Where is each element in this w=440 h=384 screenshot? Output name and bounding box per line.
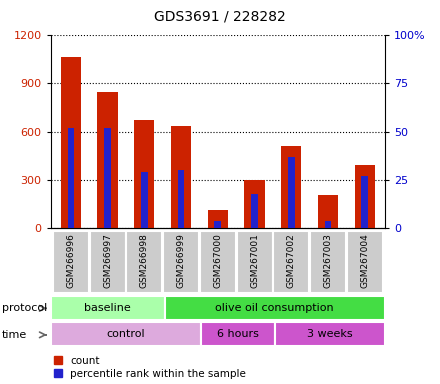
Text: GSM267002: GSM267002 [287,233,296,288]
FancyBboxPatch shape [201,323,275,346]
Text: olive oil consumption: olive oil consumption [216,303,334,313]
Text: time: time [2,330,27,340]
FancyBboxPatch shape [51,296,165,319]
Text: GSM267004: GSM267004 [360,233,369,288]
FancyBboxPatch shape [53,231,89,293]
Bar [141,172,147,228]
Bar [214,221,221,228]
Bar [251,194,258,228]
Bar [178,170,184,228]
Text: 3 weeks: 3 weeks [307,329,353,339]
FancyBboxPatch shape [51,323,201,346]
FancyBboxPatch shape [310,231,346,293]
Text: GSM267001: GSM267001 [250,233,259,288]
Bar [245,180,264,228]
Text: baseline: baseline [84,303,131,313]
Bar [171,126,191,228]
Text: GSM267003: GSM267003 [323,233,333,288]
FancyBboxPatch shape [90,231,125,293]
Text: GDS3691 / 228282: GDS3691 / 228282 [154,10,286,23]
FancyBboxPatch shape [126,231,162,293]
Bar [281,146,301,228]
Text: 6 hours: 6 hours [217,329,259,339]
Bar [325,221,331,228]
Legend: count, percentile rank within the sample: count, percentile rank within the sample [54,356,246,379]
Bar [318,195,338,228]
Bar [362,176,368,228]
FancyBboxPatch shape [275,323,385,346]
Bar [208,210,228,228]
Text: GSM266997: GSM266997 [103,233,112,288]
Text: control: control [106,329,145,339]
Bar [61,57,81,228]
FancyBboxPatch shape [163,231,199,293]
FancyBboxPatch shape [237,231,272,293]
Text: GSM266998: GSM266998 [140,233,149,288]
Bar [355,166,375,228]
Bar [134,120,154,228]
FancyBboxPatch shape [165,296,385,319]
FancyBboxPatch shape [347,231,383,293]
FancyBboxPatch shape [200,231,236,293]
FancyBboxPatch shape [273,231,309,293]
Bar [97,92,117,228]
Text: protocol: protocol [2,303,48,313]
Bar [67,127,74,228]
Text: GSM267000: GSM267000 [213,233,222,288]
Bar [288,157,295,228]
Text: GSM266996: GSM266996 [66,233,75,288]
Bar [104,127,111,228]
Text: GSM266999: GSM266999 [176,233,186,288]
